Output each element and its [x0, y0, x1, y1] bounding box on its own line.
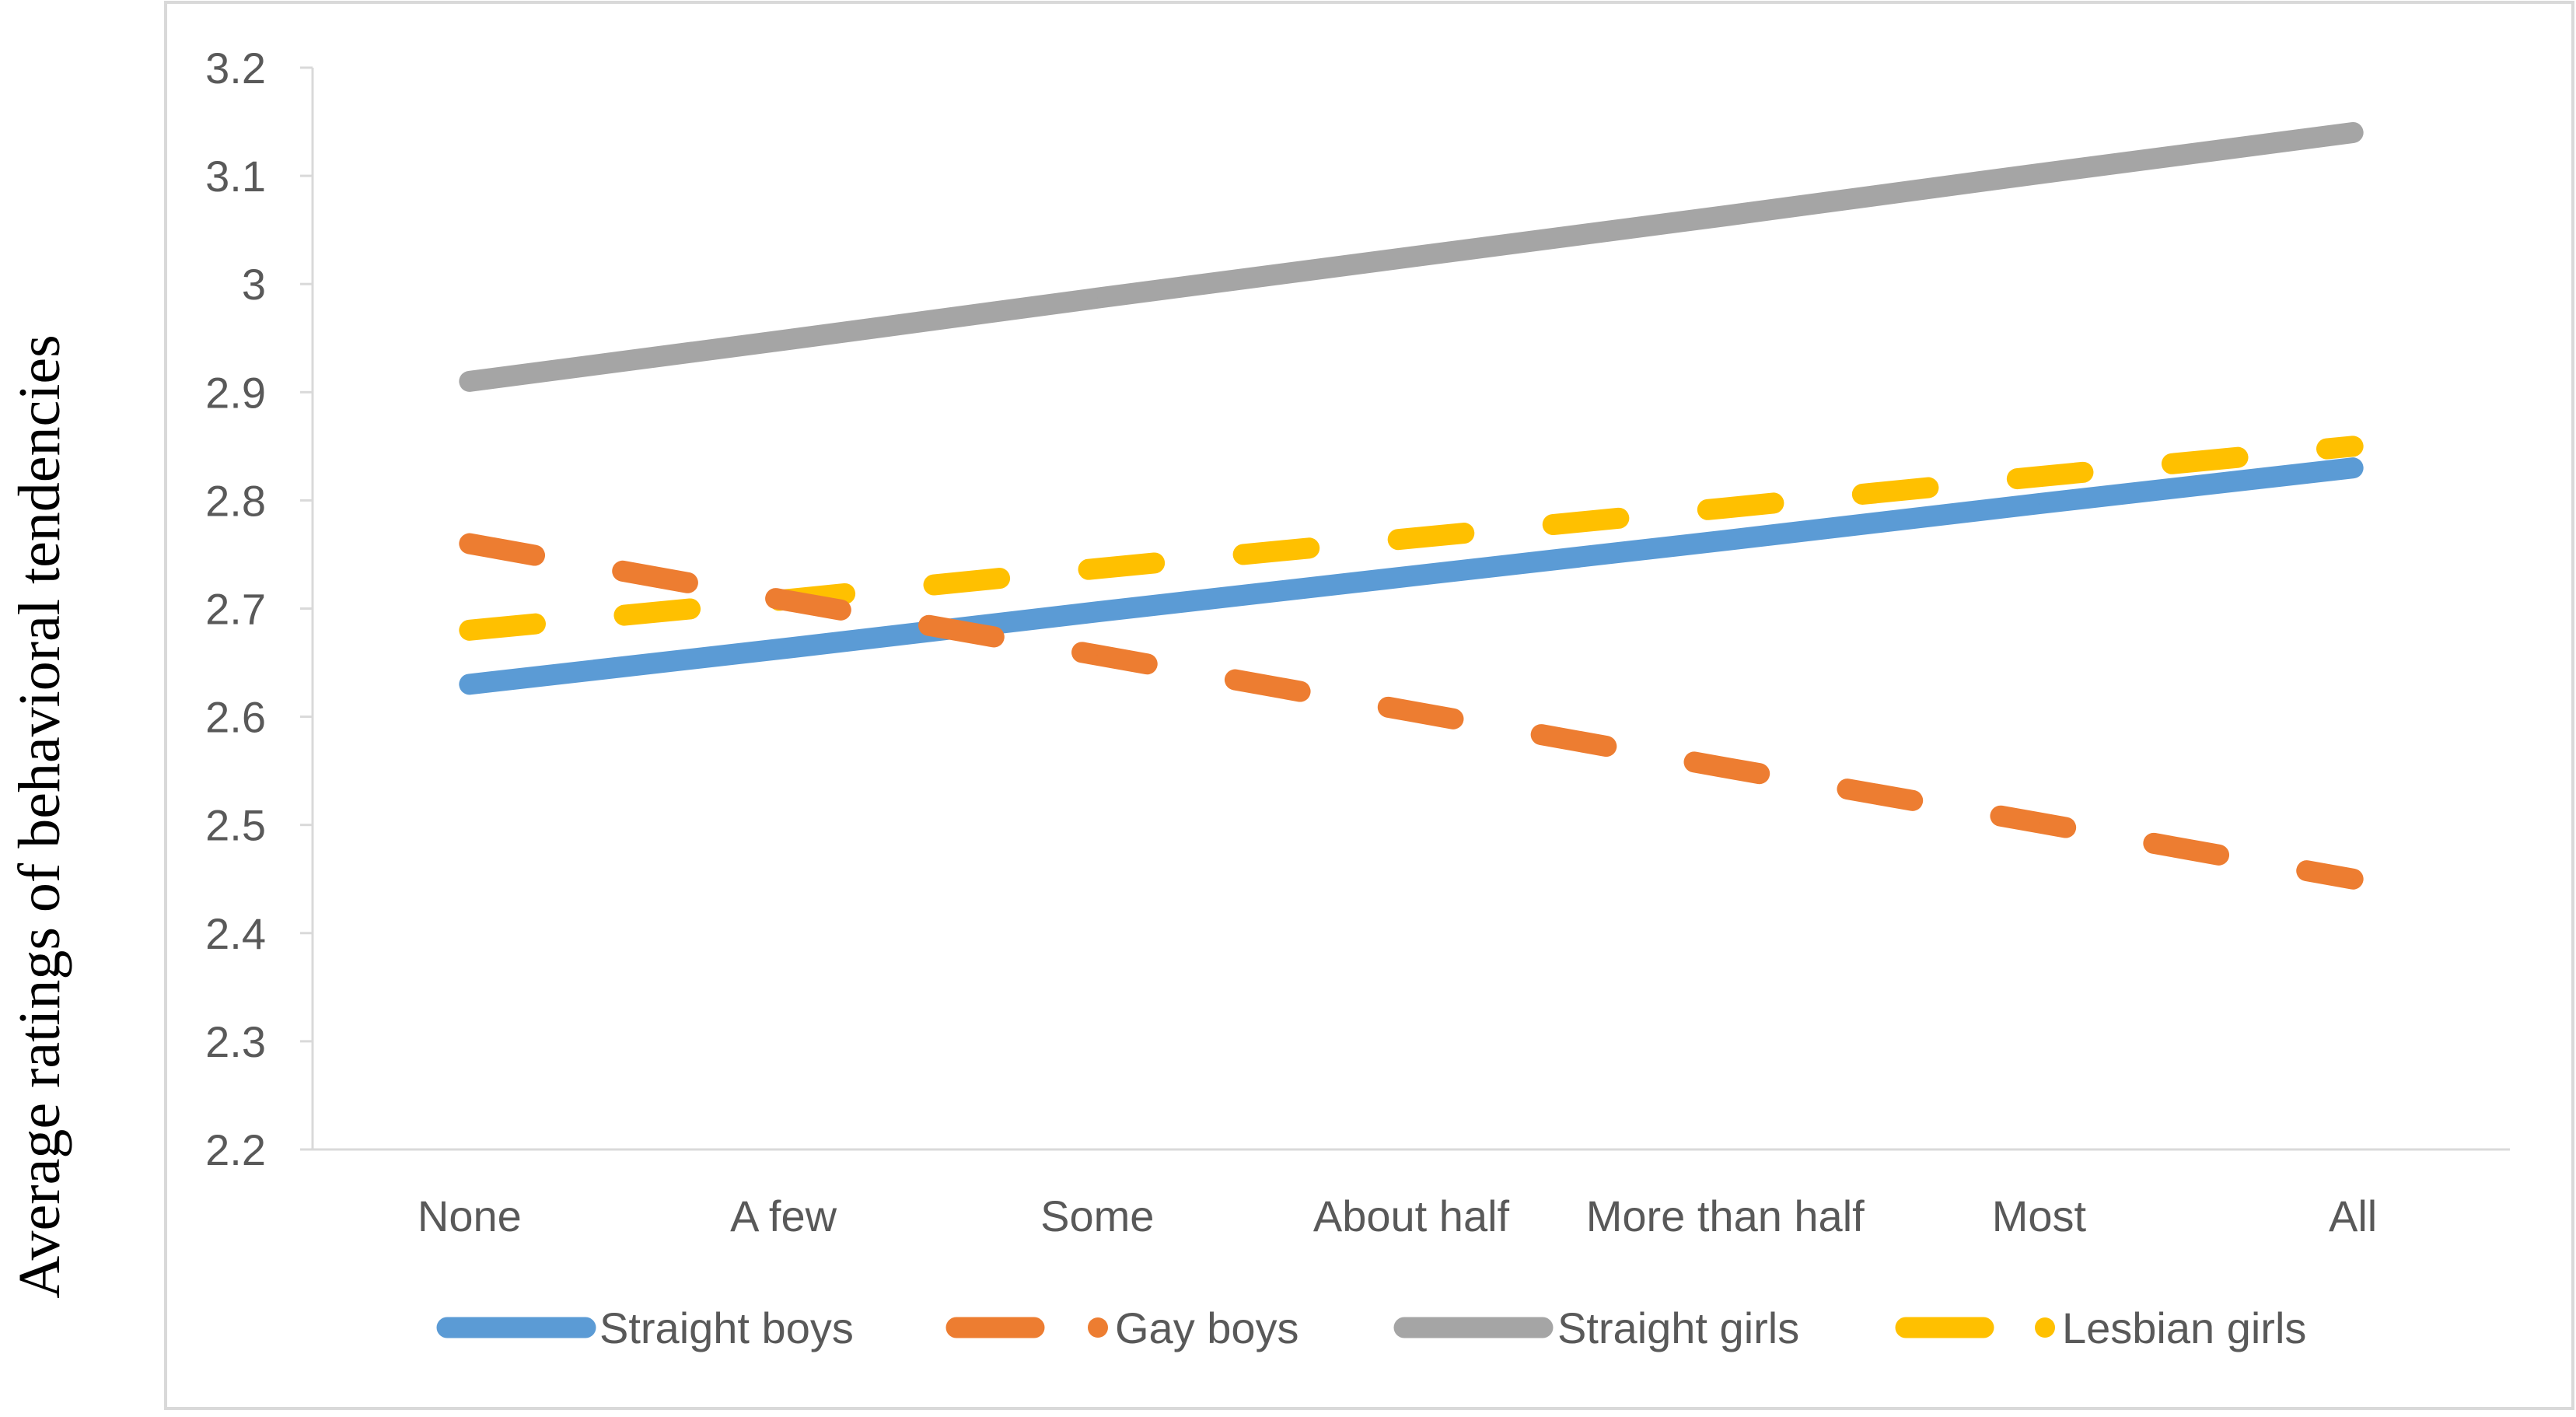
- x-tick-label: About half: [1313, 1191, 1510, 1240]
- y-tick-label: 2.4: [205, 909, 266, 958]
- legend-swatch-dot-gay-boys: [1088, 1317, 1108, 1338]
- data-point-gay-boys: [2352, 878, 2354, 880]
- x-tick-label: Most: [1992, 1191, 2087, 1240]
- y-tick-label: 2.8: [205, 476, 266, 525]
- x-tick-label: A few: [730, 1191, 837, 1240]
- y-tick-label: 2.9: [205, 368, 266, 417]
- legend-label-straight-boys: Straight boys: [599, 1303, 854, 1352]
- x-tick-label: None: [418, 1191, 522, 1240]
- x-tick-label: All: [2329, 1191, 2377, 1240]
- data-point-straight-girls: [2352, 131, 2354, 133]
- series-layer: [459, 121, 2364, 890]
- y-tick-label: 3.1: [205, 152, 266, 201]
- data-point-gay-boys: [1410, 711, 1412, 712]
- data-point-straight-girls: [469, 380, 470, 382]
- legend-label-gay-boys: Gay boys: [1115, 1303, 1299, 1352]
- data-point-straight-boys: [783, 648, 785, 649]
- axes: 2.2 2.3 2.4 2.5 2.6 2.7 2.8 2.9 3 3.1 3.2 None A few…: [205, 44, 2510, 1240]
- y-tick-label: 2.3: [205, 1017, 266, 1066]
- data-point-gay-boys: [1096, 654, 1098, 656]
- legend-label-lesbian-girls: Lesbian girls: [2062, 1303, 2306, 1352]
- y-axis-label: Average ratings of behavioral tendencies: [7, 334, 72, 1298]
- data-point-lesbian-girls: [1410, 537, 1412, 539]
- y-tick-label: 3: [242, 260, 266, 309]
- legend-label-straight-girls: Straight girls: [1557, 1303, 1799, 1352]
- legend: Straight boys Gay boys Straight girls Lesbi…: [436, 1303, 2306, 1352]
- data-point-straight-girls: [783, 340, 785, 341]
- y-tick-label: 2.5: [205, 801, 266, 850]
- legend-swatch-dot-lesbian-girls: [2035, 1317, 2055, 1338]
- data-point-straight-boys: [1096, 611, 1098, 613]
- data-point-straight-girls: [1096, 297, 1098, 299]
- y-tick-label: 2.2: [205, 1125, 266, 1174]
- y-tick-label: 3.2: [205, 44, 266, 93]
- x-tick-label: Some: [1040, 1191, 1154, 1240]
- data-point-straight-boys: [2352, 467, 2354, 469]
- data-point-lesbian-girls: [469, 629, 470, 631]
- x-tick-label: More than half: [1586, 1191, 1865, 1240]
- y-tick-label: 2.6: [205, 693, 266, 742]
- y-tick-label: 2.7: [205, 585, 266, 634]
- chart-border: [164, 1, 2574, 1410]
